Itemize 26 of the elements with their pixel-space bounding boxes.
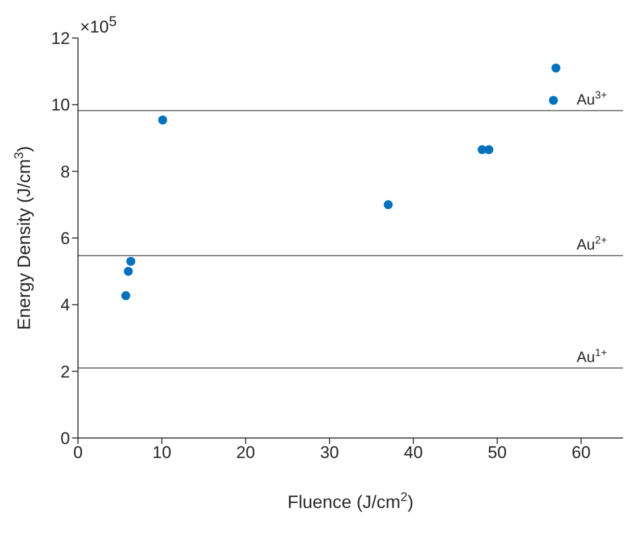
ref-line-label: Au$^{1+}$	[576, 347, 607, 366]
x-tick-label: 10	[152, 443, 172, 462]
y-tick-label: 4	[60, 296, 70, 315]
point	[384, 200, 393, 210]
x-tick-label: 30	[320, 443, 339, 462]
y-tick-label: 8	[60, 162, 70, 182]
point	[124, 266, 133, 276]
y-tick-label: 0	[60, 429, 70, 448]
x-tick-label: 0	[73, 443, 83, 462]
y-tick-label: 12	[51, 29, 70, 48]
text: ×10$^{5}$	[80, 14, 117, 38]
point	[551, 63, 560, 73]
y-tick-label: 2	[60, 362, 70, 382]
x-tick-label: 60	[572, 443, 591, 462]
ref-line-label: Au$^{3+}$	[576, 90, 607, 109]
y-tick-label: 10	[51, 96, 70, 115]
ref-line-label: Au$^{2+}$	[576, 234, 607, 254]
x-tick-label: 40	[404, 443, 423, 462]
x-tick-label: 20	[236, 443, 256, 462]
point	[121, 291, 130, 300]
x-tick-label: 50	[488, 443, 507, 462]
y-tick-label: 6	[60, 229, 70, 248]
point	[158, 115, 168, 125]
point	[126, 256, 136, 266]
point	[548, 96, 558, 105]
x-axis-title: Fluence (J/cm$^{2}$)	[287, 490, 414, 512]
